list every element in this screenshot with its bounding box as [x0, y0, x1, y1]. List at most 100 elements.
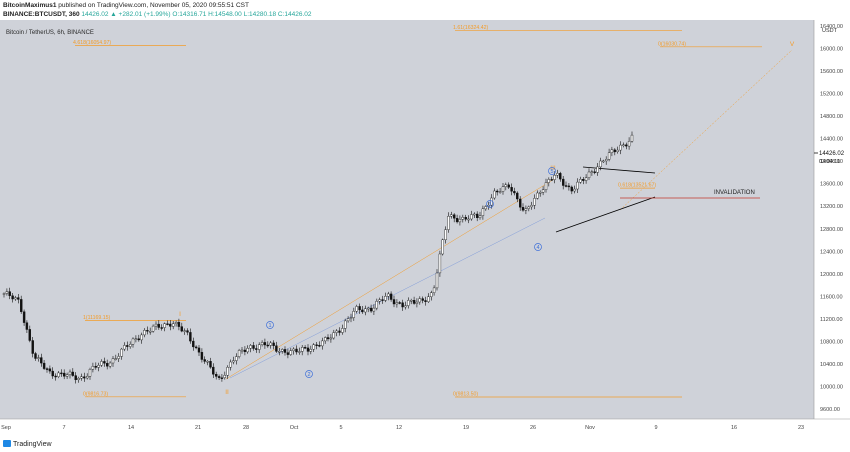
candle-down — [40, 357, 43, 364]
candle-down — [169, 323, 172, 327]
candle-down — [389, 293, 393, 300]
candle-down — [217, 376, 221, 378]
candle-up — [289, 350, 292, 355]
publish-header: BitcoinMaximus1 published on TradingView… — [0, 0, 850, 20]
x-tick-label: Sep — [1, 425, 11, 431]
candle-up — [301, 347, 304, 352]
candle-down — [42, 362, 46, 369]
candle-up — [536, 192, 539, 199]
candle-up — [607, 152, 611, 160]
candle-up — [481, 208, 485, 217]
candle-up — [240, 349, 244, 352]
symbol-text: BINANCE:BTCUSDT, 360 — [3, 11, 80, 18]
candle-down — [559, 173, 562, 180]
candle-up — [292, 348, 295, 351]
candle-up — [584, 177, 588, 181]
candle-up — [539, 192, 542, 194]
candle-up — [410, 300, 413, 302]
fib-label: 0(9816.73) — [83, 391, 108, 397]
candle-down — [34, 353, 37, 359]
y-tick-label: 16400.00 — [820, 24, 843, 30]
candle-up — [599, 160, 602, 168]
candle-up — [375, 301, 378, 309]
candle-up — [108, 362, 112, 367]
candle-down — [424, 300, 427, 302]
candle-down — [464, 216, 467, 220]
candle-up — [174, 322, 178, 324]
candle-down — [60, 372, 63, 375]
countdown-label: 03:04:11 — [819, 159, 840, 165]
x-tick-label: 14 — [128, 425, 134, 431]
candle-up — [579, 178, 582, 183]
wave-label-orange: III — [550, 165, 556, 172]
wave-label-blue: 4 — [536, 245, 539, 251]
candle-up — [77, 378, 80, 381]
candle-up — [80, 376, 83, 379]
plot-area[interactable] — [0, 20, 814, 419]
y-tick-label: 15200.00 — [820, 92, 843, 98]
ohlc-text: 14426.02 ▲ +282.01 (+1.99%) O:14316.71 H… — [81, 11, 312, 18]
x-tick-label: 5 — [339, 425, 342, 431]
candle-down — [212, 366, 215, 375]
candle-up — [148, 331, 152, 333]
wave-label-orange: II — [225, 389, 229, 396]
candle-down — [137, 338, 141, 341]
candle-down — [209, 361, 212, 368]
candle-down — [381, 299, 384, 301]
candle-down — [286, 352, 290, 355]
price-axis[interactable] — [814, 20, 850, 419]
y-tick-label: 11200.00 — [820, 317, 843, 323]
candle-down — [516, 192, 519, 200]
candle-down — [283, 349, 287, 353]
candle-down — [180, 326, 184, 332]
currency-label: USDT — [822, 28, 838, 34]
candle-down — [54, 375, 57, 378]
time-axis[interactable] — [0, 419, 850, 452]
candle-down — [513, 191, 516, 194]
fib-label: 0(16030.74) — [658, 41, 686, 47]
candle-up — [576, 181, 579, 190]
candle-down — [48, 368, 52, 372]
candle-up — [111, 358, 115, 364]
candle-up — [498, 191, 502, 193]
author-name[interactable]: BitcoinMaximus1 — [3, 2, 57, 9]
candle-up — [143, 330, 146, 336]
candle-up — [444, 229, 447, 241]
y-tick-label: 12400.00 — [820, 249, 843, 255]
candle-down — [613, 149, 616, 153]
x-axis-ticks: Sep 7 14 21 28 Oct 5 12 19 26 Nov 9 16 23 — [1, 425, 804, 431]
candle-down — [192, 340, 195, 348]
candle-down — [582, 178, 585, 181]
tradingview-logo[interactable]: TradingView — [3, 440, 52, 448]
candle-down — [243, 349, 247, 352]
candle-down — [562, 178, 565, 186]
x-tick-label: 9 — [654, 425, 657, 431]
x-tick-label: Nov — [585, 425, 595, 431]
candle-up — [232, 360, 235, 363]
x-tick-label: 16 — [731, 425, 737, 431]
candle-down — [567, 185, 571, 188]
candle-up — [2, 293, 6, 295]
x-tick-label: 12 — [396, 425, 402, 431]
y-tick-label: 16000.00 — [820, 47, 843, 53]
candle-down — [31, 340, 34, 354]
candle-up — [57, 372, 60, 377]
candle-up — [418, 298, 421, 303]
candle-up — [450, 214, 453, 217]
candle-up — [530, 205, 533, 208]
candle-up — [206, 361, 209, 363]
candle-down — [275, 345, 278, 352]
candle-down — [194, 346, 198, 349]
candle-up — [65, 374, 69, 377]
candle-up — [134, 338, 138, 340]
candle-down — [11, 295, 14, 300]
candle-up — [441, 239, 444, 255]
candle-up — [524, 208, 528, 211]
candle-up — [590, 171, 594, 173]
wave-circle — [548, 167, 556, 175]
candle-up — [85, 376, 89, 379]
candle-up — [438, 253, 442, 274]
candle-down — [306, 347, 310, 352]
